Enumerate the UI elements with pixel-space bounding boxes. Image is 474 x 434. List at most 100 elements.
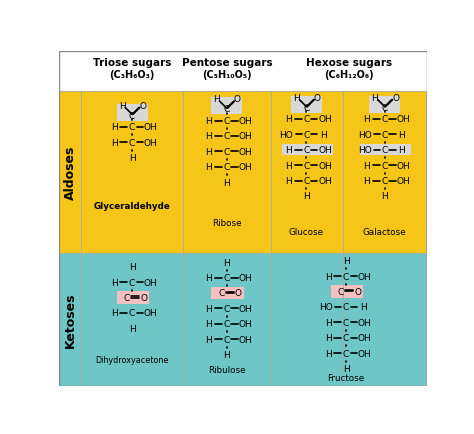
Text: H: H — [205, 273, 212, 283]
Bar — [360, 145, 411, 156]
Bar — [369, 97, 400, 114]
Text: H: H — [205, 117, 212, 126]
Text: H: H — [371, 94, 378, 103]
Text: HO: HO — [280, 131, 293, 140]
Text: C: C — [303, 177, 310, 186]
Text: C: C — [129, 123, 135, 132]
Text: OH: OH — [144, 278, 157, 287]
Text: OH: OH — [144, 123, 157, 132]
Text: H: H — [223, 350, 230, 359]
Text: OH: OH — [238, 273, 252, 283]
Text: OH: OH — [396, 161, 410, 170]
Text: H: H — [364, 161, 370, 170]
Text: C: C — [343, 318, 349, 327]
Text: H: H — [399, 146, 405, 155]
Text: H: H — [325, 272, 331, 281]
Text: Triose sugars: Triose sugars — [93, 58, 171, 68]
Text: OH: OH — [318, 146, 332, 155]
Text: Fructose: Fructose — [328, 373, 365, 382]
Text: C: C — [129, 138, 135, 147]
Bar — [117, 104, 147, 121]
Text: Glyceraldehyde: Glyceraldehyde — [94, 201, 171, 210]
Text: H: H — [325, 349, 331, 358]
Text: O: O — [354, 287, 361, 296]
Text: H: H — [129, 154, 136, 163]
Text: C: C — [224, 117, 230, 126]
Text: H: H — [111, 278, 118, 287]
Text: Galactose: Galactose — [363, 227, 407, 237]
Text: OH: OH — [238, 163, 252, 172]
Text: H: H — [213, 95, 220, 104]
Text: C: C — [303, 146, 310, 155]
Text: C: C — [224, 319, 230, 329]
Text: H: H — [111, 138, 118, 147]
Text: H: H — [364, 115, 370, 124]
Text: H: H — [360, 302, 366, 312]
Text: C: C — [218, 289, 224, 298]
Text: O: O — [234, 95, 241, 104]
Text: Aldoses: Aldoses — [64, 145, 77, 200]
Text: H: H — [285, 146, 292, 155]
Text: OH: OH — [396, 115, 410, 124]
Text: Dihydroxyacetone: Dihydroxyacetone — [95, 355, 169, 364]
Text: H: H — [205, 132, 212, 141]
Text: H: H — [382, 192, 388, 201]
Text: H: H — [364, 177, 370, 186]
Text: H: H — [285, 115, 292, 124]
Text: C: C — [303, 131, 310, 140]
Text: Pentose sugars: Pentose sugars — [182, 58, 273, 68]
Text: C: C — [224, 132, 230, 141]
Bar — [59, 52, 427, 92]
Text: C: C — [224, 148, 230, 156]
Text: C: C — [124, 293, 130, 302]
Bar — [291, 97, 322, 114]
Text: C: C — [337, 287, 344, 296]
Text: (C₅H₁₀O₅): (C₅H₁₀O₅) — [202, 70, 252, 80]
Text: Glucose: Glucose — [289, 227, 324, 237]
Text: OH: OH — [358, 349, 372, 358]
Text: OH: OH — [238, 304, 252, 313]
Text: OH: OH — [238, 148, 252, 156]
Text: C: C — [224, 304, 230, 313]
Text: H: H — [343, 364, 349, 373]
Text: C: C — [224, 105, 230, 114]
Text: OH: OH — [238, 319, 252, 329]
Text: OH: OH — [238, 117, 252, 126]
Text: H: H — [285, 177, 292, 186]
Text: H: H — [205, 304, 212, 313]
Bar — [211, 287, 244, 299]
Text: H: H — [205, 319, 212, 329]
Text: C: C — [129, 112, 135, 120]
Text: OH: OH — [358, 333, 372, 342]
Text: HO: HO — [358, 146, 372, 155]
Text: O: O — [139, 102, 146, 110]
Text: O: O — [392, 94, 399, 103]
Text: Ketoses: Ketoses — [64, 292, 77, 348]
Text: C: C — [343, 302, 349, 312]
Text: H: H — [303, 192, 310, 201]
Text: C: C — [303, 115, 310, 124]
Text: C: C — [382, 177, 388, 186]
Text: H: H — [223, 178, 230, 187]
Text: Ribose: Ribose — [212, 218, 241, 227]
Text: H: H — [111, 123, 118, 132]
Text: (C₆H₁₂O₆): (C₆H₁₂O₆) — [324, 70, 374, 80]
Text: H: H — [118, 102, 126, 110]
Bar — [59, 253, 427, 386]
Text: C: C — [224, 163, 230, 172]
Text: H: H — [129, 263, 136, 272]
Text: OH: OH — [144, 309, 157, 318]
Text: C: C — [224, 273, 230, 283]
Text: H: H — [325, 318, 331, 327]
Text: H: H — [223, 258, 230, 267]
Text: OH: OH — [396, 177, 410, 186]
Text: C: C — [303, 161, 310, 170]
Text: C: C — [303, 104, 310, 113]
Text: H: H — [320, 131, 327, 140]
Text: (C₃H₆O₃): (C₃H₆O₃) — [109, 70, 155, 80]
Bar — [59, 92, 427, 253]
Text: H: H — [205, 335, 212, 344]
Text: O: O — [140, 293, 147, 302]
Text: H: H — [129, 324, 136, 333]
Text: C: C — [129, 309, 135, 318]
